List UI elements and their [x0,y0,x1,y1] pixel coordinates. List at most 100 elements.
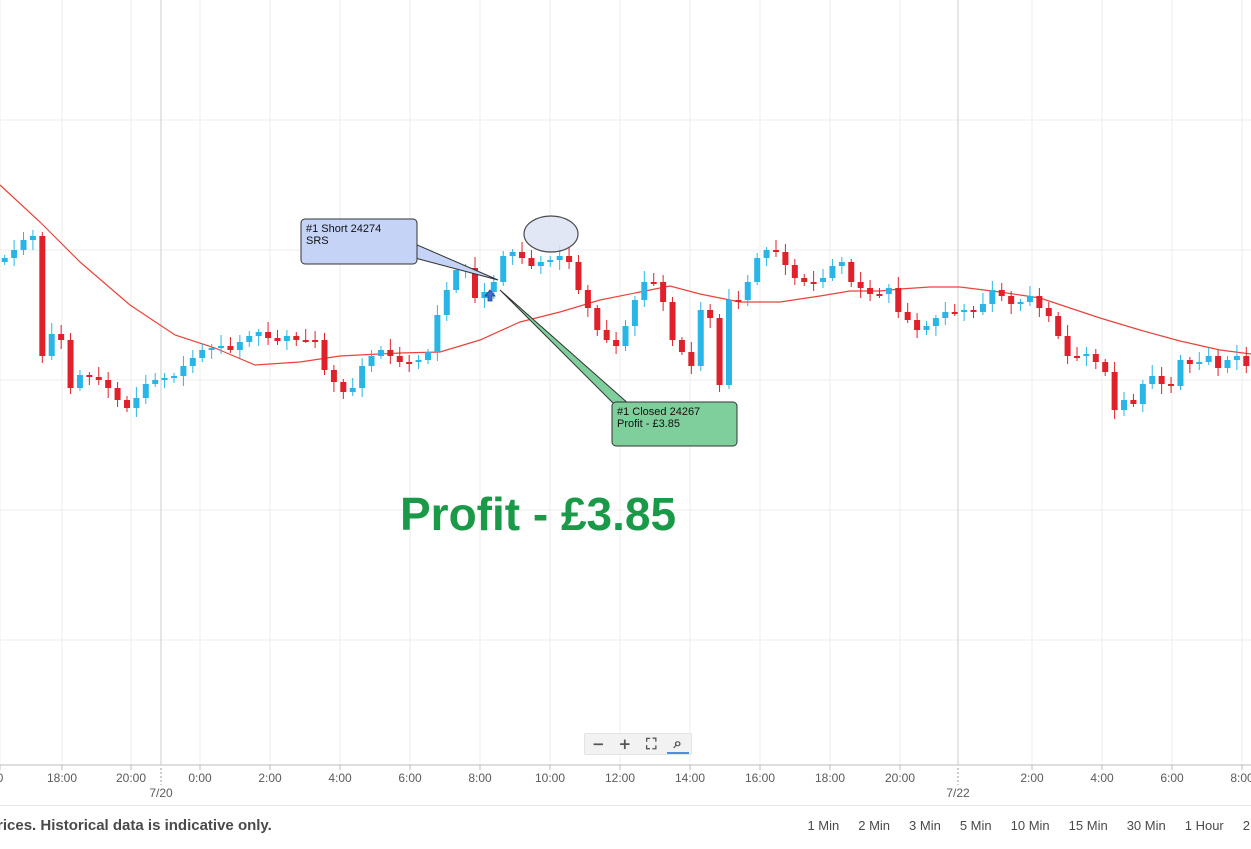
candle-body [1036,296,1043,308]
ma-path [0,184,1251,366]
highlight-circle [523,215,579,253]
candle-body [161,378,168,380]
candle-body [932,318,939,326]
candle-body [114,388,121,400]
chart-grid [0,0,1251,765]
candle-body [519,252,526,258]
candle-body [1224,360,1231,368]
x-tick-label: 6:00 [398,771,422,785]
fit-screen-icon[interactable]: ⛶ [645,735,657,753]
candle-body [537,262,544,266]
close-callout-pointer [499,289,632,406]
candle-body [208,348,215,350]
candle-body [810,282,817,284]
candle-body [613,340,620,346]
candle-body [867,288,874,294]
magnifier-icon[interactable]: ⌕ [666,734,689,754]
candle-body [603,330,610,340]
candle-body [1045,308,1052,316]
x-tick-label: 2:00 [1020,771,1044,785]
candle-body [744,282,751,300]
date-label: 7/22 [946,786,970,800]
candle-body [246,336,253,342]
candle-body [820,278,827,282]
x-tick-label: 4:00 [328,771,352,785]
candle-body [1121,400,1128,410]
timeframe-30min[interactable]: 30 Min [1126,818,1166,833]
date-label: 7/20 [149,786,173,800]
candle-body [255,332,262,336]
candle-body [453,270,460,290]
candle-body [1177,360,1184,386]
timeframe-15min[interactable]: 15 Min [1068,818,1108,833]
candle-body [227,346,234,350]
data-disclaimer: rices. Historical data is indicative onl… [0,817,272,834]
candle-body [434,315,441,352]
x-tick-label: 10:00 [535,771,565,785]
candle-body [396,356,403,362]
candle-body [1205,356,1212,362]
candle-body [406,362,413,364]
zoom-in-button[interactable]: + [618,735,632,753]
candle-body [199,350,206,358]
candle-body [189,358,196,366]
candle-body [359,366,366,388]
candle-body [105,380,112,388]
timeframe-10min[interactable]: 10 Min [1010,818,1050,833]
x-tick-label: 18:00 [47,771,77,785]
candle-body [171,376,178,378]
x-tick-label: 12:00 [605,771,635,785]
arrow-up-icon [484,289,496,302]
x-tick-label: 8:00 [468,771,492,785]
timeframe-selector: 1 Min 2 Min 3 Min 5 Min 10 Min 15 Min 30… [797,818,1251,833]
candle-body [76,375,83,388]
candle-body [58,334,65,340]
candle-body [11,250,18,258]
timeframe-3min[interactable]: 3 Min [909,818,941,833]
candle-body [641,282,648,300]
candle-body [566,256,573,262]
candle-body [133,398,140,408]
candle-body [1233,356,1240,360]
timeframe-more[interactable]: 2 [1242,818,1250,833]
x-tick-label: 20:00 [116,771,146,785]
candle-body [735,300,742,302]
close-trade-line1: #1 Closed 24267 [617,406,700,418]
timeframe-5min[interactable]: 5 Min [959,818,992,833]
candle-body [697,310,704,366]
zoom-out-button[interactable]: − [591,735,605,753]
candle-body [772,250,779,252]
candle-body [321,340,328,370]
footer-divider [0,805,1251,806]
x-tick-label: 14:00 [675,771,705,785]
candle-body [1168,384,1175,386]
candle-body [904,312,911,320]
candle-body [180,366,187,376]
candle-body [951,312,958,314]
candle-body [48,334,55,356]
candle-body [490,282,497,292]
candle-body [594,308,601,330]
candle-body [650,282,657,284]
x-tick-label: 6:00 [1160,771,1184,785]
candle-body [387,350,394,356]
x-tick-label: 20:00 [885,771,915,785]
open-trade-line1: #1 Short 24274 [306,223,381,235]
timeframe-2min[interactable]: 2 Min [858,818,891,833]
candle-body [377,350,384,356]
candle-body [1,258,8,262]
x-tick-label: 16:00 [745,771,775,785]
timeframe-1min[interactable]: 1 Min [807,818,840,833]
candle-body [293,336,300,340]
candle-body [876,294,883,296]
open-trade-callout [300,218,418,265]
candle-body [1092,354,1099,362]
candle-body [782,252,789,265]
candle-body [39,236,46,356]
candle-body [979,304,986,312]
candle-body [970,310,977,312]
candle-body [1186,360,1193,364]
timeframe-1hour[interactable]: 1 Hour [1184,818,1224,833]
